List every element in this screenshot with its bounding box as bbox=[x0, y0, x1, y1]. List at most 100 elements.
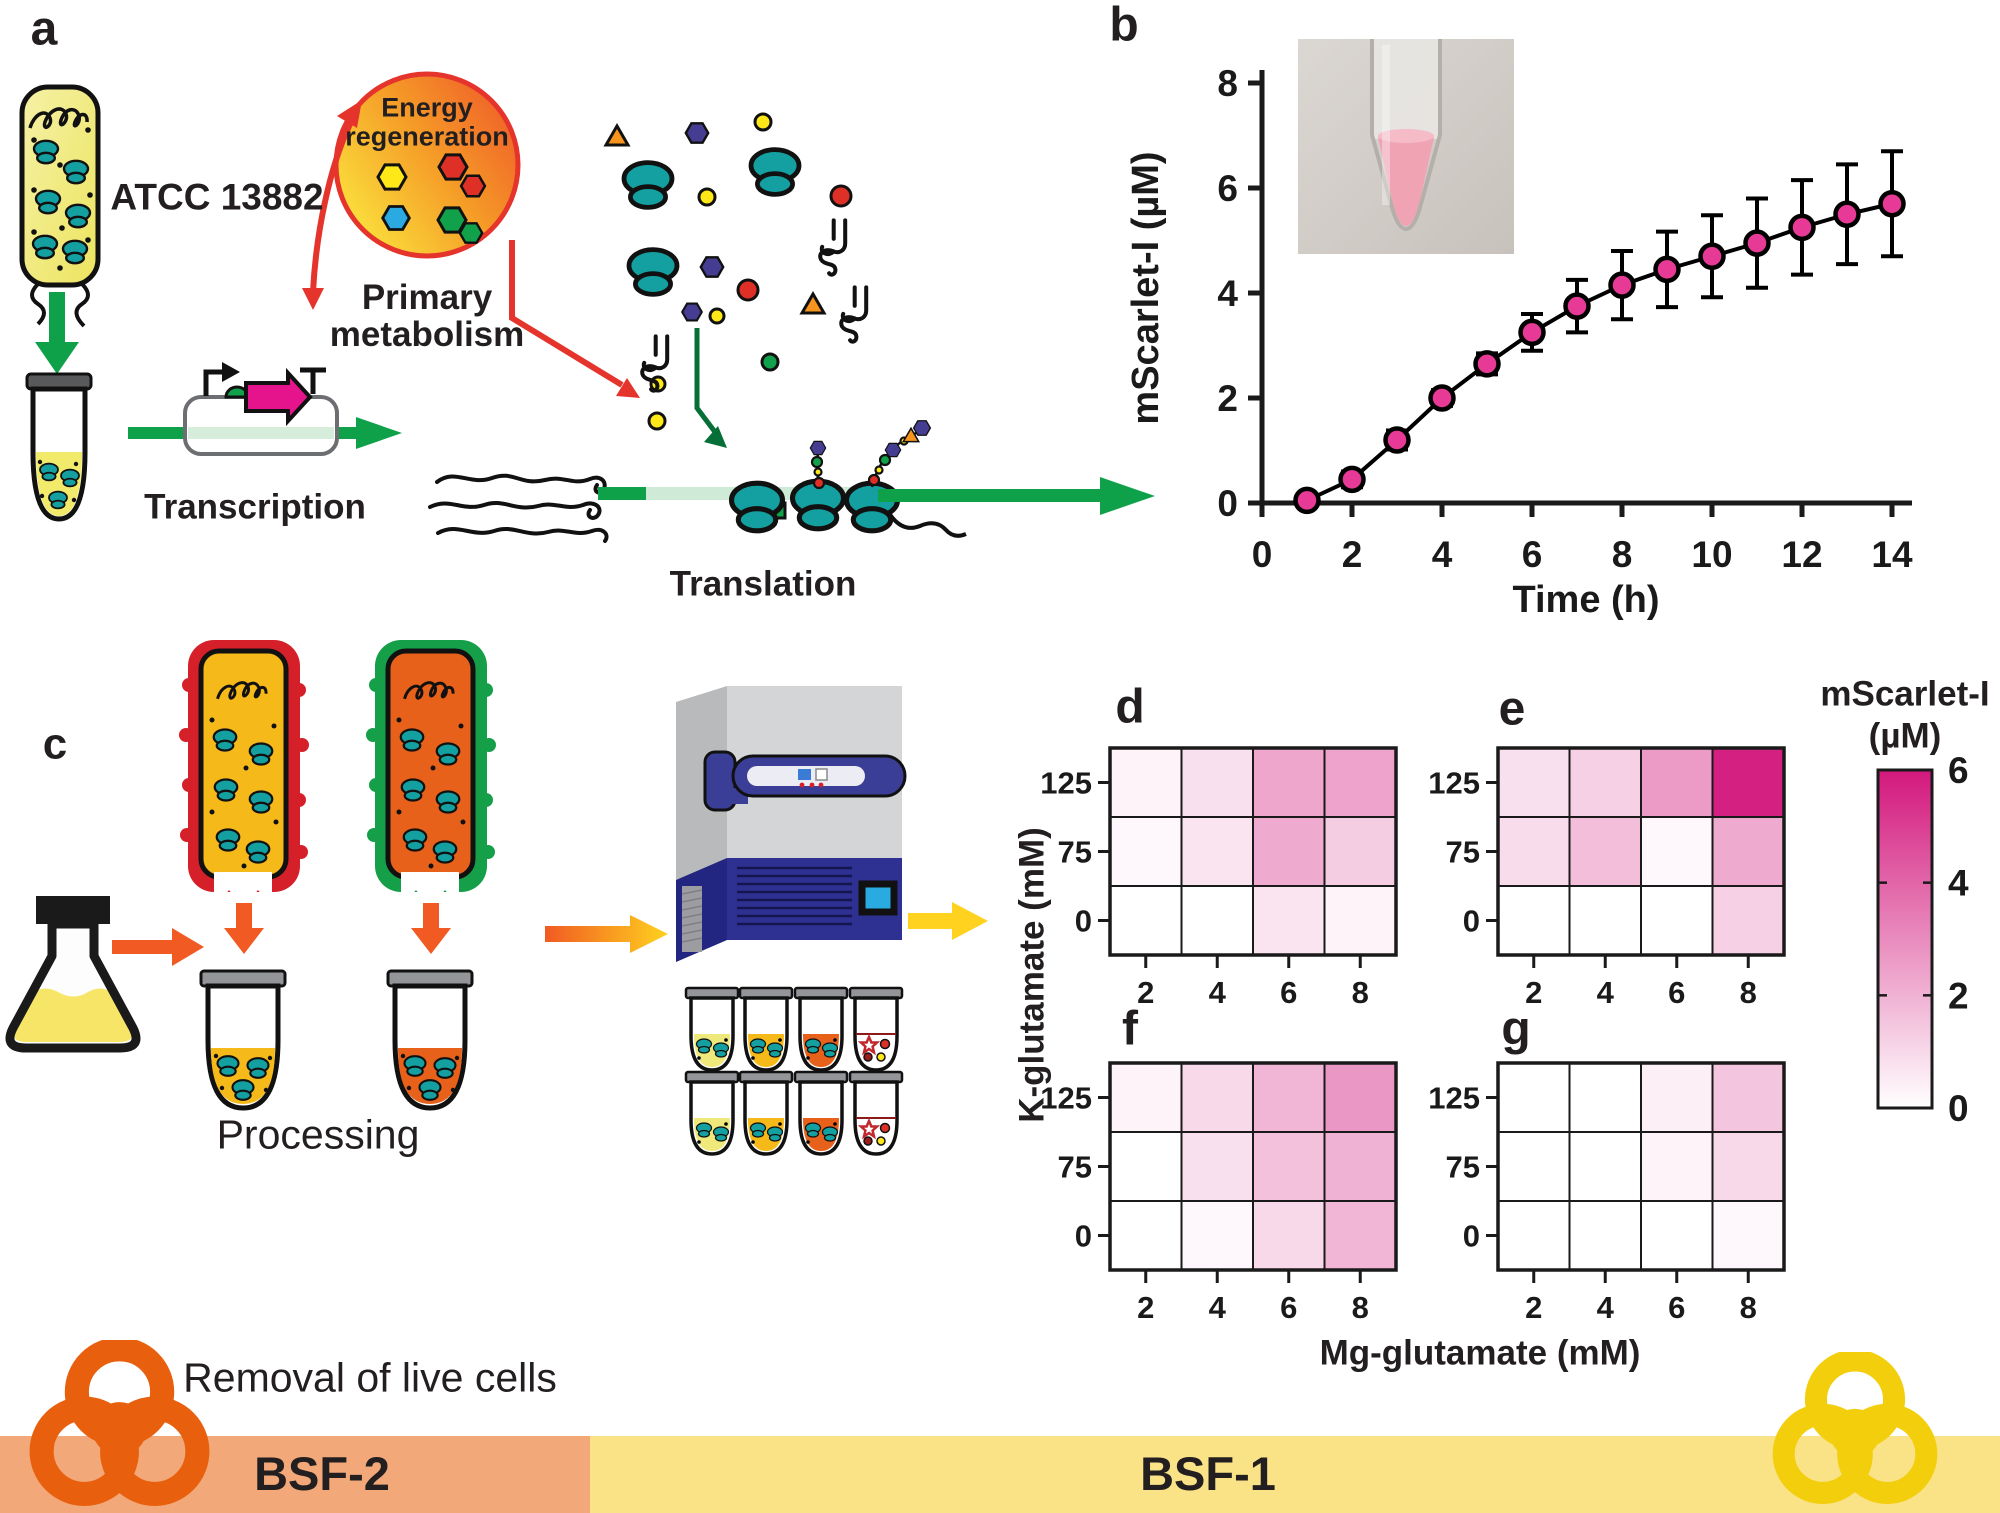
translation-input-arrow-icon bbox=[694, 328, 727, 448]
svg-text:4: 4 bbox=[1948, 863, 1969, 904]
svg-text:2: 2 bbox=[1525, 975, 1542, 1010]
svg-text:6: 6 bbox=[1280, 1290, 1297, 1325]
svg-text:4: 4 bbox=[1432, 534, 1453, 575]
colorbar-unit: (µM) bbox=[1868, 716, 1942, 756]
lysate-tube-yellow-icon bbox=[199, 969, 287, 1111]
bsf1-bar bbox=[590, 1436, 2000, 1513]
removal-label: Removal of live cells bbox=[183, 1354, 557, 1401]
svg-text:75: 75 bbox=[1058, 1150, 1092, 1185]
svg-text:4: 4 bbox=[1597, 1290, 1615, 1325]
svg-text:75: 75 bbox=[1446, 1150, 1480, 1185]
svg-text:4: 4 bbox=[1217, 273, 1238, 314]
data-series bbox=[1293, 149, 1906, 515]
arrow-flask-icon bbox=[112, 928, 204, 966]
svg-text:0: 0 bbox=[1463, 1219, 1480, 1254]
heatmaps-panel: 125 75 0 2 4 6 8 125 75 0 2 4 6 8 125 75 0 2 4 6 8 125 75 0 2 4 6 8… bbox=[1040, 746, 1969, 1325]
colorbar: 6 4 2 0 bbox=[1876, 750, 1969, 1129]
heatmap-g: 125 75 0 2 4 6 8 bbox=[1428, 1061, 1786, 1325]
panel-label-a: a bbox=[30, 2, 58, 56]
svg-text:8: 8 bbox=[1217, 63, 1238, 104]
processing-label: Processing bbox=[216, 1111, 420, 1158]
svg-text:0: 0 bbox=[1463, 904, 1480, 939]
heatmap-d: 125 75 0 2 4 6 8 bbox=[1040, 746, 1398, 1010]
svg-text:0: 0 bbox=[1075, 1219, 1092, 1254]
primary-metabolism-label: Primary metabolism bbox=[329, 277, 525, 354]
svg-text:10: 10 bbox=[1691, 534, 1732, 575]
lysed-cell-orange-icon bbox=[366, 640, 496, 908]
translation-label: Translation bbox=[669, 564, 857, 604]
svg-text:8: 8 bbox=[1740, 975, 1757, 1010]
svg-text:0: 0 bbox=[1252, 534, 1273, 575]
svg-text:75: 75 bbox=[1058, 835, 1092, 870]
mg-glutamate-axis-label: Mg-glutamate (mM) bbox=[1319, 1333, 1641, 1373]
lysate-tube-orange-icon bbox=[386, 969, 474, 1111]
svg-text:125: 125 bbox=[1040, 1081, 1092, 1116]
svg-text:6: 6 bbox=[1280, 975, 1297, 1010]
svg-text:8: 8 bbox=[1352, 975, 1369, 1010]
svg-text:14: 14 bbox=[1871, 534, 1913, 575]
svg-text:2: 2 bbox=[1342, 534, 1363, 575]
aliquot-tubes-icon bbox=[684, 986, 904, 1156]
svg-text:2: 2 bbox=[1217, 378, 1238, 419]
transcription-label: Transcription bbox=[144, 487, 366, 527]
plasmid-icon bbox=[183, 362, 339, 456]
svg-text:0: 0 bbox=[1217, 483, 1238, 524]
freezer-icon bbox=[676, 686, 907, 962]
svg-text:6: 6 bbox=[1668, 975, 1685, 1010]
svg-text:0: 0 bbox=[1075, 904, 1092, 939]
svg-text:2: 2 bbox=[1137, 1290, 1154, 1325]
panel-c-illustration bbox=[5, 640, 988, 1156]
bacterial-cell-icon bbox=[19, 84, 101, 328]
svg-text:2: 2 bbox=[1525, 1290, 1542, 1325]
svg-text:125: 125 bbox=[1040, 766, 1092, 801]
svg-text:8: 8 bbox=[1740, 1290, 1757, 1325]
heatmap-e: 125 75 0 2 4 6 8 bbox=[1428, 746, 1786, 1010]
k-glutamate-axis-label: K-glutamate (mM) bbox=[1012, 827, 1052, 1123]
lysate-components-icon bbox=[604, 112, 866, 431]
svg-text:8: 8 bbox=[1352, 1290, 1369, 1325]
svg-text:0: 0 bbox=[1948, 1088, 1969, 1129]
svg-text:2: 2 bbox=[1948, 975, 1969, 1016]
bsf1-label: BSF-1 bbox=[1140, 1447, 1276, 1501]
heatmap-f: 125 75 0 2 4 6 8 bbox=[1040, 1061, 1398, 1325]
biohazard-yellow-icon bbox=[1772, 1352, 1938, 1504]
svg-text:125: 125 bbox=[1428, 1081, 1480, 1116]
svg-text:6: 6 bbox=[1522, 534, 1543, 575]
panel-label-b: b bbox=[1109, 0, 1139, 52]
arrow-cell1-down-icon bbox=[224, 903, 264, 954]
svg-text:6: 6 bbox=[1948, 750, 1969, 791]
panel-label-e: e bbox=[1498, 682, 1526, 736]
metabolism-arrows-icon bbox=[310, 120, 624, 388]
colorbar-title: mScarlet-I bbox=[1820, 674, 1990, 714]
svg-text:2: 2 bbox=[1137, 975, 1154, 1010]
svg-text:8: 8 bbox=[1612, 534, 1633, 575]
svg-text:4: 4 bbox=[1209, 975, 1227, 1010]
energy-regeneration-label: Energy regeneration bbox=[345, 92, 509, 151]
panel-label-c: c bbox=[42, 719, 68, 769]
svg-text:6: 6 bbox=[1217, 168, 1238, 209]
tube-photo-inset bbox=[1298, 39, 1514, 254]
arrow-cell2-down-icon bbox=[411, 903, 451, 954]
svg-text:75: 75 bbox=[1446, 835, 1480, 870]
panel-label-d: d bbox=[1115, 680, 1145, 734]
svg-text:4: 4 bbox=[1209, 1290, 1227, 1325]
flask-icon bbox=[5, 896, 141, 1053]
arrow-down-icon bbox=[35, 292, 79, 374]
panel-label-g: g bbox=[1501, 1002, 1531, 1056]
panel-label-f: f bbox=[1122, 1002, 1138, 1056]
strain-label: ATCC 13882 bbox=[110, 176, 324, 218]
arrow-from-freezer-icon bbox=[908, 902, 988, 940]
lysed-cell-yellow-icon bbox=[179, 640, 309, 908]
svg-text:125: 125 bbox=[1428, 766, 1480, 801]
bsf2-label: BSF-2 bbox=[254, 1447, 390, 1501]
svg-text:4: 4 bbox=[1597, 975, 1615, 1010]
extract-tube-icon bbox=[25, 372, 93, 522]
svg-text:12: 12 bbox=[1781, 534, 1822, 575]
mrna-icon bbox=[428, 473, 609, 543]
arrow-to-plot-icon bbox=[878, 477, 1155, 515]
polysome-icon bbox=[598, 420, 967, 538]
arrow-to-freezer-icon bbox=[545, 915, 668, 953]
x-axis-label: Time (h) bbox=[1512, 579, 1659, 621]
